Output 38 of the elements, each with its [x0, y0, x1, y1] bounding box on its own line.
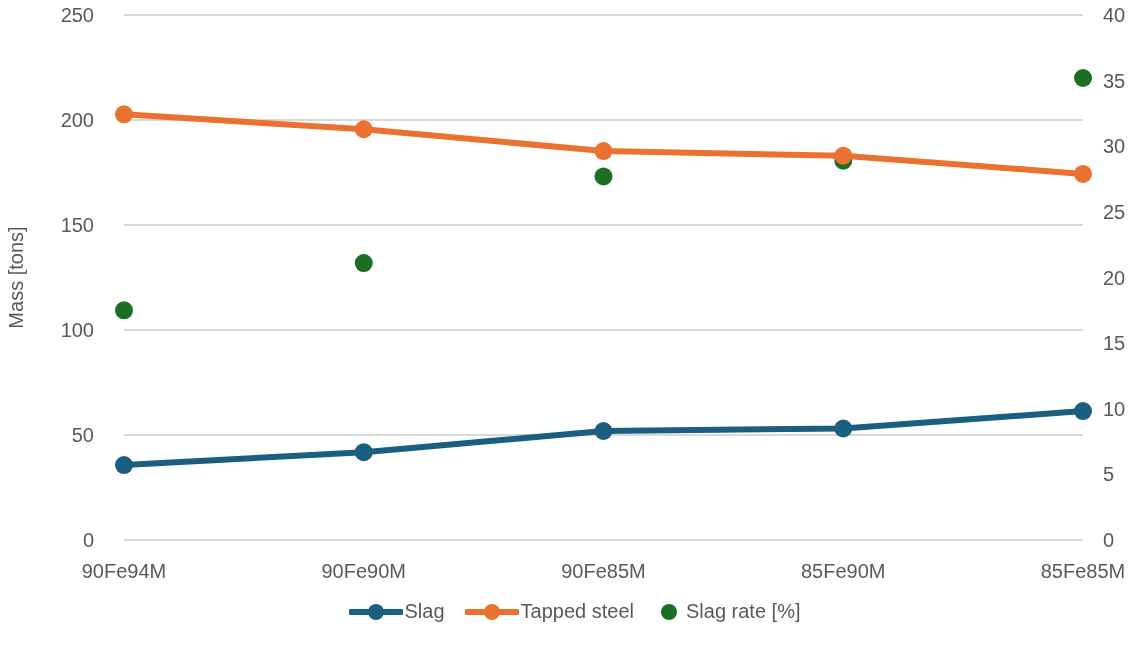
- point: [115, 456, 133, 475]
- point: [1074, 164, 1092, 183]
- point: [354, 254, 373, 273]
- y2-tick-label: 35: [1103, 69, 1126, 92]
- y2-tick-label: 5: [1103, 463, 1115, 486]
- y2-tick-label: 40: [1103, 4, 1126, 27]
- y2-tick-label: 20: [1103, 266, 1126, 289]
- point: [115, 301, 133, 320]
- y-axis-title: Mass [tons]: [5, 226, 28, 329]
- y-tick-label: 0: [82, 529, 94, 552]
- point: [594, 167, 613, 186]
- y2-tick-label: 0: [1103, 529, 1115, 552]
- y-tick-label: 200: [60, 109, 94, 132]
- y-tick-label: 150: [60, 214, 94, 237]
- y-tick-label: 250: [60, 4, 94, 27]
- point: [594, 142, 613, 161]
- legend-label: Slag rate [%]: [685, 600, 801, 623]
- y2-tick-label: 30: [1103, 135, 1126, 158]
- legend-label: Slag: [404, 600, 445, 623]
- legend-label: Tapped steel: [520, 600, 634, 623]
- point: [1074, 402, 1092, 421]
- y-tick-label: 100: [60, 319, 94, 342]
- y-tick-label: 50: [71, 424, 94, 447]
- x-tick-label: 90Fe94M: [81, 560, 167, 583]
- x-tick-label: 85Fe85M: [1040, 560, 1126, 583]
- point: [354, 120, 373, 139]
- x-tick-label: 90Fe90M: [321, 560, 406, 583]
- y2-tick-label: 10: [1103, 397, 1126, 420]
- point: [1074, 69, 1092, 87]
- x-tick-label: 90Fe85M: [561, 560, 646, 583]
- point: [594, 422, 613, 441]
- point: [115, 105, 133, 124]
- x-tick-label: 85Fe90M: [801, 560, 886, 583]
- point: [834, 146, 853, 165]
- point: [354, 443, 373, 462]
- y2-tick-label: 15: [1103, 332, 1126, 355]
- y2-tick-label: 25: [1103, 200, 1126, 223]
- point: [834, 419, 853, 438]
